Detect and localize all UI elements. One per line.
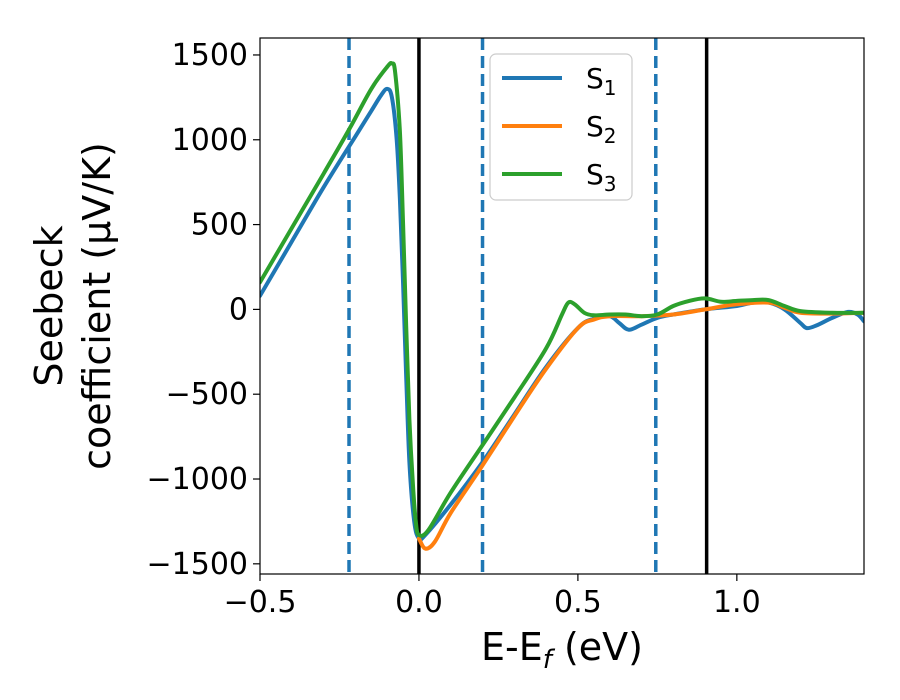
series-line-s2 (416, 300, 864, 551)
y-tick-label: −1000 (147, 462, 248, 497)
y-axis-title-line1: Seebeck (27, 225, 71, 386)
y-tick-label: 1500 (172, 38, 248, 73)
y-tick-label: 0 (229, 292, 248, 327)
y-axis-title: Seebeck coefficient (μV/K) (27, 142, 119, 470)
plot-frame (259, 37, 865, 575)
legend-label-s2: S2 (586, 110, 617, 148)
x-tick-label: 0.0 (395, 585, 443, 620)
x-tick-label: 1.0 (713, 585, 761, 620)
y-tick-label: −500 (166, 377, 248, 412)
legend-label-s1: S1 (586, 62, 617, 100)
reference-lines (347, 38, 709, 574)
x-axis: −0.5 0.0 0.5 1.0 (224, 574, 761, 620)
series-line-s3 (260, 61, 864, 538)
legend-label-s3: S3 (586, 158, 617, 196)
legend: S1 S2 S3 (489, 53, 633, 201)
y-tick-label: 1000 (172, 123, 248, 158)
x-tick-label: 0.5 (554, 585, 602, 620)
y-tick-label: 500 (191, 208, 248, 243)
x-axis-title: E-Ef (eV) (481, 625, 643, 675)
x-tick-label: −0.5 (224, 585, 297, 620)
series-lines (260, 61, 864, 551)
y-tick-label: −1500 (147, 547, 248, 582)
y-axis-title-line2: coefficient (μV/K) (75, 142, 119, 470)
y-axis: −1500 −1000 −500 0 500 1000 1500 (147, 38, 260, 582)
